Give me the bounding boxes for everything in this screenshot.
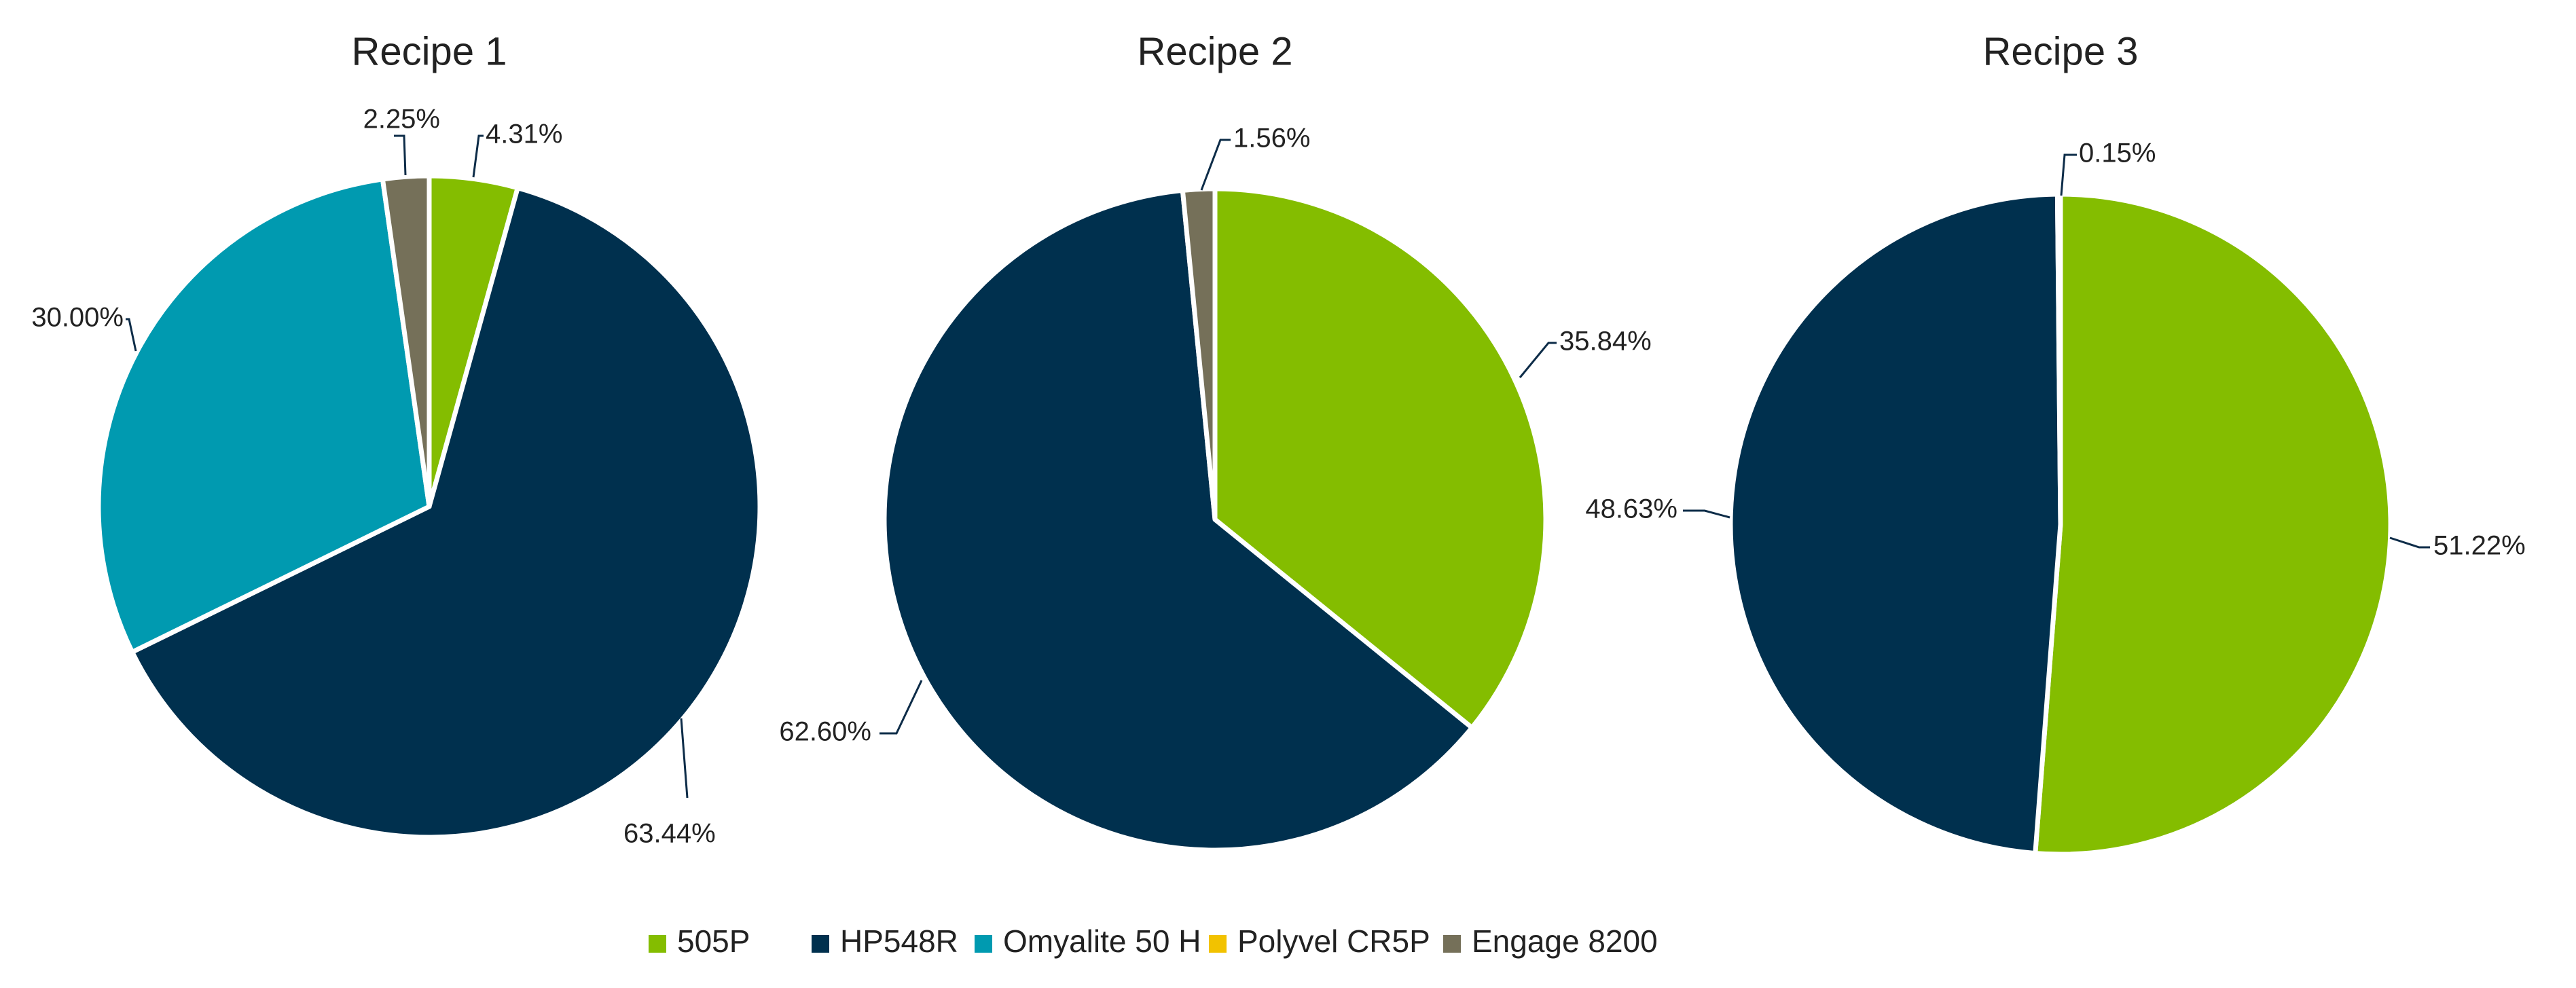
pie-slice-engage-8200 bbox=[1180, 186, 1218, 522]
chart-title: Recipe 2 bbox=[1138, 29, 1293, 73]
chart-title: Recipe 3 bbox=[1983, 29, 2139, 73]
pie-chart-1: Recipe 1 4.31% 63.44% 30.00% 2.25% bbox=[31, 29, 763, 849]
data-label-hp548r: 62.60% bbox=[779, 717, 871, 747]
pie-slice-hp548r bbox=[130, 185, 763, 840]
data-label-omyalite-50-h: 30.00% bbox=[31, 303, 124, 333]
leader-line bbox=[394, 134, 407, 176]
pie-slice-engage-8200 bbox=[380, 173, 432, 509]
leader-line bbox=[879, 680, 923, 735]
pie-chart-2: Recipe 2 35.84% 62.60% 1.56% bbox=[779, 29, 1652, 853]
legend-swatch bbox=[1209, 935, 1227, 953]
pie-slice-hp548r bbox=[882, 187, 1474, 853]
data-label-engage-8200: 1.56% bbox=[1233, 124, 1310, 153]
pie-slice-omyalite-50-h bbox=[96, 177, 432, 655]
legend-swatch bbox=[975, 935, 992, 953]
charts-group: Recipe 1 4.31% 63.44% 30.00% 2.25% Recipe 2 35… bbox=[31, 29, 2526, 857]
leader-line bbox=[1200, 139, 1231, 191]
leader-line bbox=[2389, 536, 2430, 549]
pie-slice-polyvel-cr5p bbox=[2054, 191, 2063, 527]
chart-title: Recipe 1 bbox=[352, 29, 507, 73]
data-label-polyvel-cr5p: 0.15% bbox=[2079, 139, 2156, 168]
legend-label: Polyvel CR5P bbox=[1237, 923, 1430, 959]
leader-line bbox=[1519, 342, 1557, 378]
legend-item-omyalite-50-h: Omyalite 50 H bbox=[975, 923, 1201, 959]
data-label-hp548r: 48.63% bbox=[1585, 494, 1677, 524]
data-label-hp548r: 63.44% bbox=[623, 819, 716, 849]
legend-swatch bbox=[812, 935, 829, 953]
pie-slice-505p bbox=[1212, 186, 1548, 731]
leader-line bbox=[472, 134, 484, 178]
pie-slice-505p bbox=[2033, 191, 2393, 857]
data-label-engage-8200: 2.25% bbox=[363, 105, 440, 134]
legend-item-engage-8200: Engage 8200 bbox=[1443, 923, 1658, 959]
data-label-505p: 4.31% bbox=[486, 120, 562, 149]
legend-swatch bbox=[649, 935, 666, 953]
pie-chart-3: Recipe 3 51.22% 48.63% 0.15% bbox=[1585, 29, 2526, 857]
data-label-505p: 35.84% bbox=[1559, 327, 1652, 356]
leader-line bbox=[680, 718, 689, 799]
legend-item-hp548r: HP548R bbox=[812, 923, 958, 959]
pie-slice-hp548r bbox=[1728, 191, 2063, 856]
legend-label: Omyalite 50 H bbox=[1003, 923, 1201, 959]
legend-label: HP548R bbox=[840, 923, 958, 959]
legend-label: 505P bbox=[677, 923, 750, 959]
legend-swatch bbox=[1443, 935, 1461, 953]
legend-label: Engage 8200 bbox=[1472, 923, 1658, 959]
leader-line bbox=[2060, 153, 2077, 196]
legend-item-505p: 505P bbox=[649, 923, 750, 959]
leader-line bbox=[1683, 509, 1730, 519]
legend: 505P HP548R Omyalite 50 H Polyvel CR5P Engag… bbox=[649, 923, 1658, 959]
leader-line bbox=[126, 318, 137, 352]
legend-item-polyvel-cr5p: Polyvel CR5P bbox=[1209, 923, 1430, 959]
data-label-505p: 51.22% bbox=[2433, 531, 2526, 561]
